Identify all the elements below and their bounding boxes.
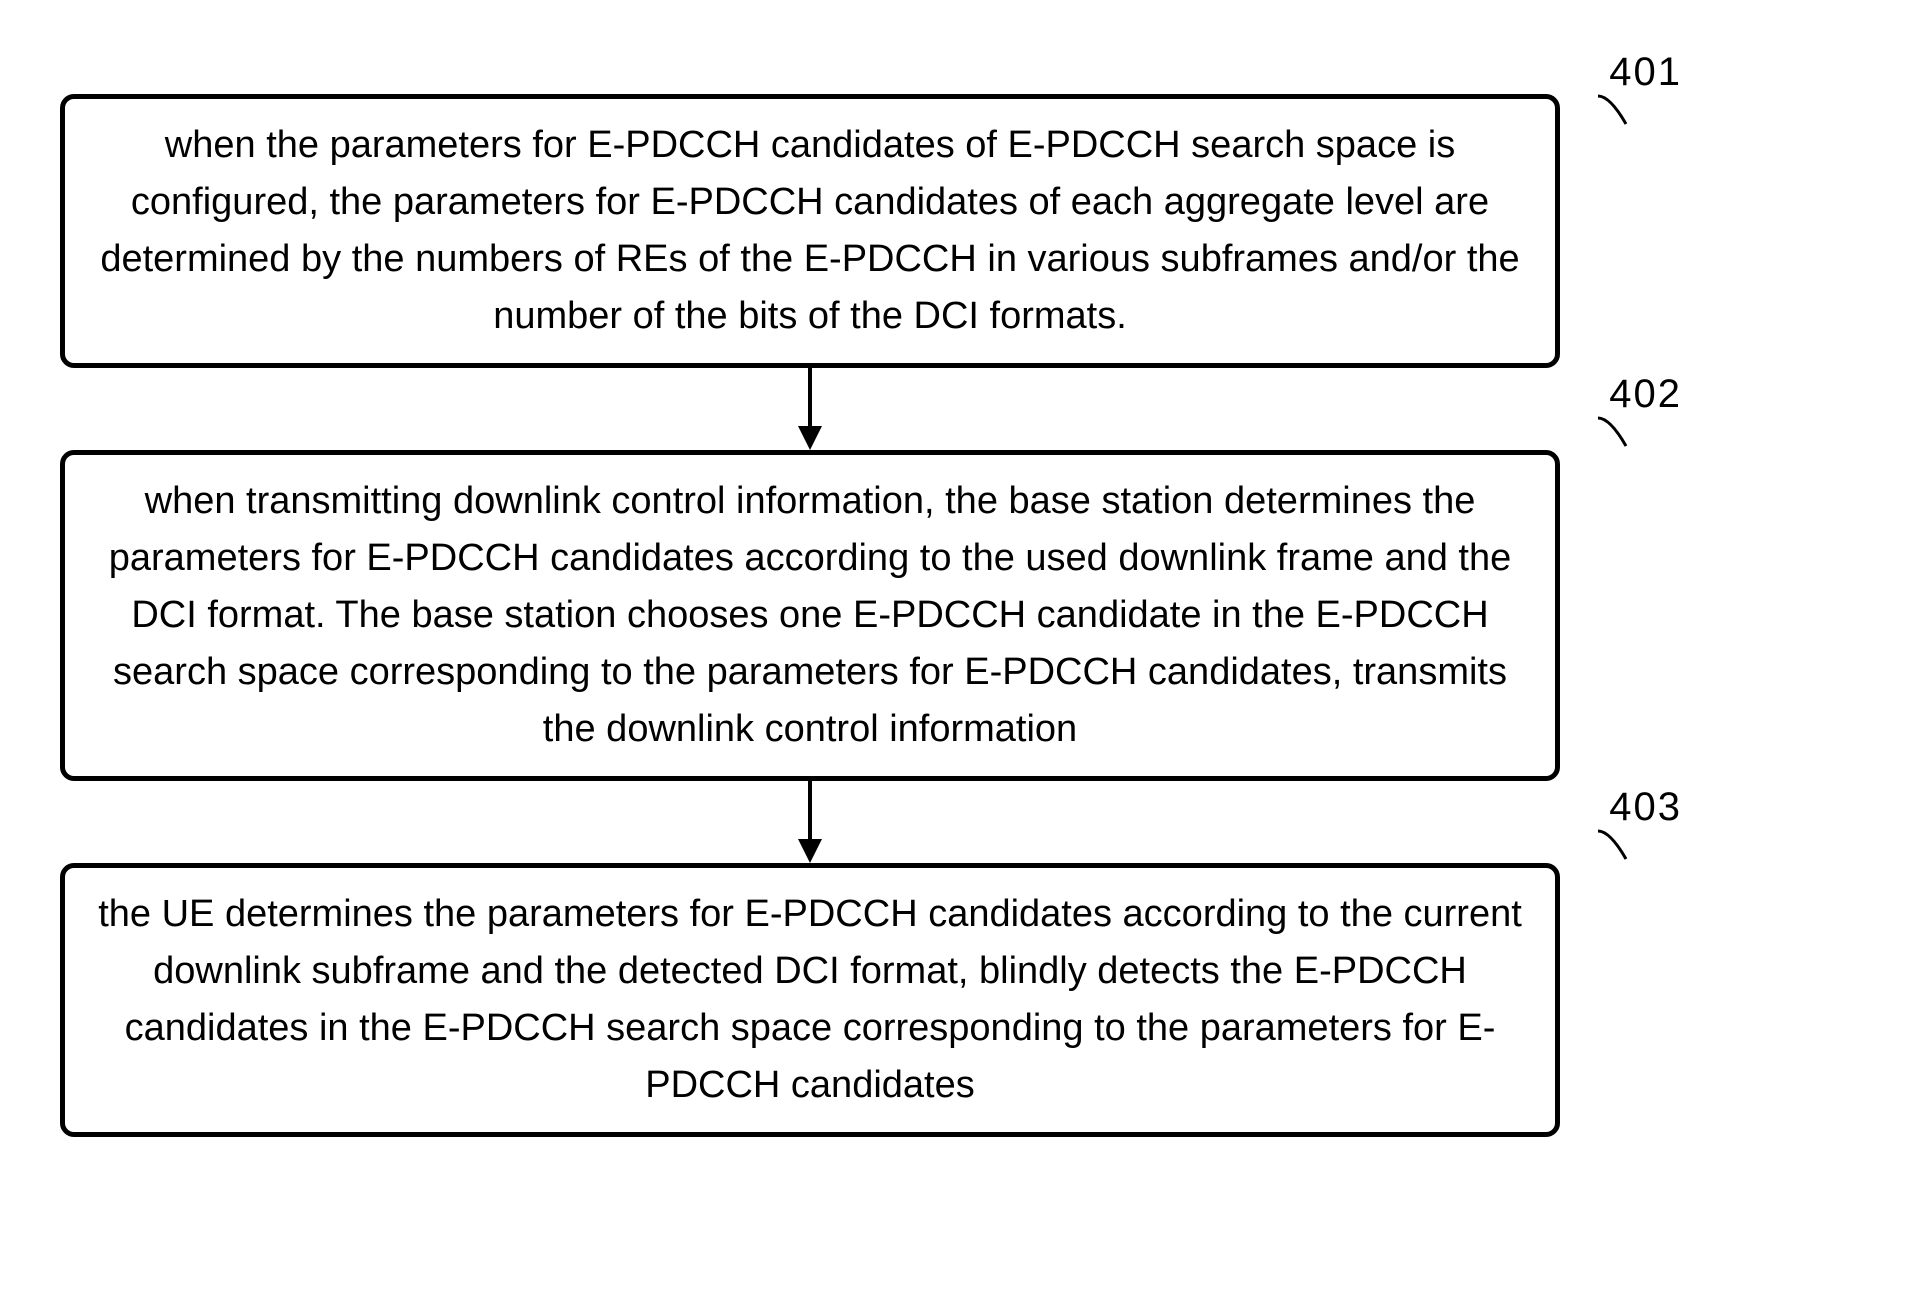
arrow-2-wrap: [60, 781, 1560, 863]
leader-line-1: [1590, 94, 1648, 130]
step-2-text: when transmitting downlink control infor…: [109, 480, 1512, 750]
step-3-wrapper: 403 the UE determines the parameters for…: [60, 863, 1710, 1137]
step-1-text: when the parameters for E-PDCCH candidat…: [100, 124, 1519, 337]
arrow-down-icon: [790, 781, 830, 863]
step-3-box: the UE determines the parameters for E-P…: [60, 863, 1560, 1137]
flowchart-container: 401 when the parameters for E-PDCCH cand…: [60, 60, 1854, 1137]
step-2-box: when transmitting downlink control infor…: [60, 450, 1560, 781]
step-2-label: 402: [1609, 372, 1682, 417]
arrow-down-icon: [790, 368, 830, 450]
step-3-label: 403: [1609, 785, 1682, 830]
arrow-1-wrap: [60, 368, 1560, 450]
step-3-text: the UE determines the parameters for E-P…: [98, 893, 1522, 1106]
step-1-wrapper: 401 when the parameters for E-PDCCH cand…: [60, 94, 1710, 368]
leader-line-2: [1590, 416, 1648, 452]
leader-line-3: [1590, 829, 1648, 865]
step-2-wrapper: 402 when transmitting downlink control i…: [60, 450, 1710, 781]
step-1-box: when the parameters for E-PDCCH candidat…: [60, 94, 1560, 368]
step-1-label: 401: [1609, 50, 1682, 95]
